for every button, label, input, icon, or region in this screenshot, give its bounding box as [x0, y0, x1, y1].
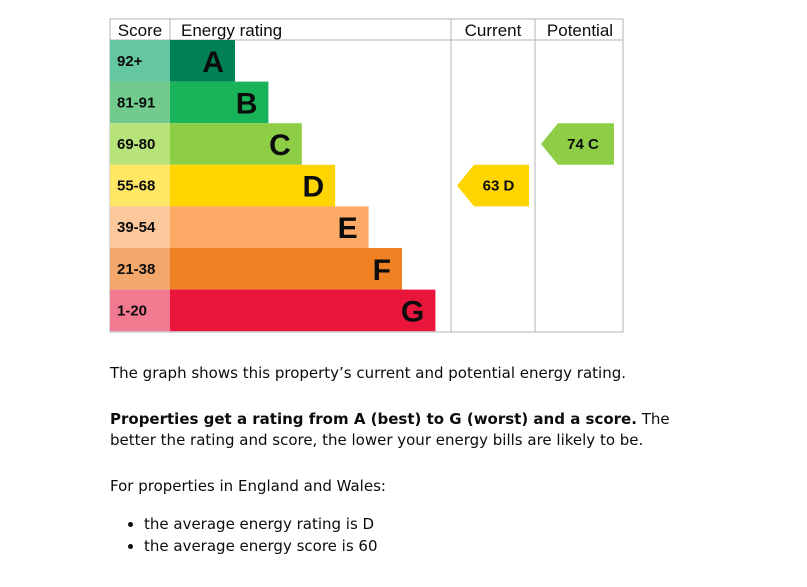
score-cell-b: [110, 81, 170, 124]
band-letter-d: D: [303, 171, 325, 204]
potential-rating-arrow: [541, 123, 614, 165]
score-range-b: 81-91: [117, 94, 155, 111]
current-rating-arrow: [457, 164, 529, 207]
epc-chart: Score Energy rating Current Potential 92…: [108, 18, 626, 334]
rating-explanation: Properties get a rating from A (best) to…: [110, 409, 670, 451]
band-bar-f: [170, 248, 402, 290]
score-cell-c: [110, 123, 170, 165]
rating-explanation-bold: Properties get a rating from A (best) to…: [110, 410, 637, 428]
current-rating-label: 63 D: [483, 178, 515, 195]
potential-header: Potential: [547, 21, 613, 40]
band-letter-a: A: [202, 46, 224, 79]
potential-rating-label: 74 C: [567, 136, 599, 153]
band-bar-e: [170, 206, 369, 248]
region-intro-text: For properties in England and Wales:: [110, 477, 386, 495]
band-bar-d: [170, 164, 336, 207]
rating-explanation-text: Properties get a rating from A (best) to…: [110, 409, 670, 451]
band-letter-f: F: [373, 254, 391, 287]
score-range-g: 1-20: [117, 302, 147, 319]
average-score-item: the average energy score is 60: [144, 535, 378, 557]
current-header: Current: [465, 21, 522, 40]
band-bar-a: [170, 40, 235, 82]
epc-chart-svg: Score Energy rating Current Potential 92…: [109, 18, 624, 333]
band-letter-e: E: [338, 212, 358, 245]
band-bar-b: [170, 81, 269, 124]
score-range-e: 39-54: [117, 219, 156, 236]
score-cell-e: [110, 206, 170, 248]
score-range-f: 21-38: [117, 261, 155, 278]
rating-markers: 63 D 74 C: [457, 123, 614, 207]
band-bar-c: [170, 123, 302, 165]
band-bar-g: [170, 289, 436, 332]
score-cell-a: [110, 40, 170, 82]
score-range-d: 55-68: [117, 178, 155, 195]
average-rating-item: the average energy rating is D: [144, 513, 378, 535]
score-cell-d: [110, 164, 170, 207]
score-cell-g: [110, 289, 170, 332]
chart-description-text: The graph shows this property’s current …: [110, 364, 626, 382]
score-header: Score: [118, 21, 162, 40]
band-letter-g: G: [401, 295, 424, 328]
score-cell-f: [110, 248, 170, 290]
score-range-c: 69-80: [117, 136, 155, 153]
rating-bands: 92+ A 81-91 B 69-80 C 55-68 D 39-54 E 21-38 F 1-20 G: [110, 40, 436, 332]
band-letter-b: B: [236, 87, 258, 120]
region-intro: For properties in England and Wales:: [110, 476, 670, 497]
band-letter-c: C: [269, 129, 291, 162]
chart-description: The graph shows this property’s current …: [110, 363, 670, 384]
energy-rating-header: Energy rating: [181, 21, 282, 40]
rating-explanation-rest: The better the rating and score, the low…: [110, 410, 670, 449]
average-list: the average energy rating is D the avera…: [110, 513, 378, 557]
score-range-a: 92+: [117, 53, 143, 70]
